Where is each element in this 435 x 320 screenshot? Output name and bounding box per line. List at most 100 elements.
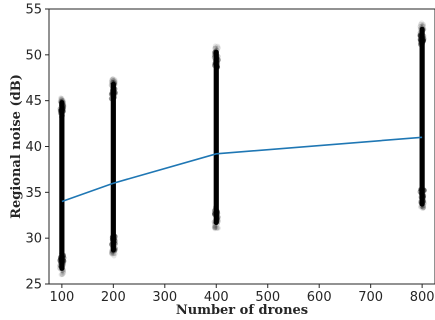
scatter-point bbox=[420, 194, 426, 200]
scatter-point bbox=[59, 267, 65, 274]
scatter-point bbox=[420, 193, 427, 199]
scatter-point bbox=[418, 190, 425, 197]
scatter-point bbox=[212, 45, 219, 51]
scatter-point bbox=[110, 79, 116, 86]
scatter-point bbox=[213, 63, 219, 69]
scatter-point bbox=[421, 37, 427, 43]
scatter-point bbox=[58, 95, 64, 101]
scatter-point bbox=[419, 200, 425, 207]
scatter-point bbox=[417, 32, 423, 38]
scatter-point bbox=[420, 193, 427, 199]
scatter-point bbox=[417, 30, 423, 36]
scatter-point bbox=[57, 254, 64, 260]
scatter-core bbox=[419, 26, 425, 207]
scatter-point bbox=[108, 91, 115, 97]
scatter-point bbox=[60, 258, 66, 264]
mean-line bbox=[61, 136, 423, 203]
scatter-point bbox=[212, 211, 218, 217]
y-tick-label-35: 35 bbox=[25, 186, 42, 201]
x-tick-label-600: 600 bbox=[307, 290, 332, 305]
scatter-point bbox=[109, 249, 115, 255]
scatter-point bbox=[212, 225, 218, 231]
scatter-point bbox=[212, 60, 218, 66]
scatter-point bbox=[60, 267, 66, 273]
scatter-point bbox=[214, 225, 220, 231]
scatter-point bbox=[111, 248, 118, 254]
scatter-point bbox=[418, 41, 424, 48]
scatter-point bbox=[420, 204, 427, 211]
x-tick-label-200: 200 bbox=[101, 290, 126, 305]
scatter-point bbox=[109, 87, 116, 94]
scatter-point bbox=[213, 217, 219, 223]
scatter-point bbox=[214, 225, 220, 231]
scatter-point bbox=[108, 96, 115, 102]
tick-layer: 100 200 300 400 500 600 700 800 25 30 35 40 45 50 55 bbox=[25, 3, 434, 306]
scatter-point bbox=[213, 52, 219, 58]
x-tick-label-400: 400 bbox=[204, 290, 229, 305]
scatter-point bbox=[110, 244, 116, 251]
scatter-point bbox=[213, 60, 219, 67]
scatter-point bbox=[420, 205, 427, 211]
scatter-group-800 bbox=[417, 20, 427, 211]
scatter-point bbox=[112, 86, 118, 92]
scatter-point bbox=[60, 102, 66, 109]
scatter-point bbox=[420, 27, 426, 33]
scatter-point bbox=[214, 64, 221, 70]
scatter-point bbox=[211, 219, 217, 225]
scatter-point bbox=[420, 205, 426, 211]
y-tick-label-25: 25 bbox=[25, 278, 42, 293]
scatter-point bbox=[421, 198, 427, 204]
scatter-point bbox=[418, 40, 424, 46]
scatter-point bbox=[59, 95, 65, 102]
scatter-point bbox=[214, 212, 220, 218]
scatter-point bbox=[58, 256, 64, 262]
scatter-point bbox=[111, 80, 117, 86]
scatter-point bbox=[109, 77, 115, 83]
scatter-point bbox=[110, 88, 116, 94]
scatter-point bbox=[112, 78, 118, 85]
scatter-group-100 bbox=[57, 95, 67, 278]
scatter-point bbox=[59, 98, 65, 105]
scatter-point bbox=[111, 253, 117, 259]
scatter-point bbox=[419, 203, 425, 209]
scatter-point bbox=[110, 85, 116, 91]
y-tick-label-30: 30 bbox=[25, 232, 42, 247]
scatter-point bbox=[58, 260, 64, 266]
scatter-point bbox=[58, 257, 65, 263]
scatter-point bbox=[112, 246, 118, 252]
scatter-point bbox=[59, 107, 65, 114]
scatter-point bbox=[112, 238, 118, 244]
scatter-point bbox=[112, 90, 118, 96]
scatter-point bbox=[418, 33, 424, 39]
scatter-point bbox=[418, 37, 424, 44]
scatter-point bbox=[60, 99, 66, 105]
scatter-point bbox=[110, 85, 116, 91]
scatter-point bbox=[58, 99, 64, 105]
scatter-point bbox=[419, 195, 425, 201]
scatter-point bbox=[59, 110, 65, 116]
scatter-point bbox=[419, 186, 425, 192]
scatter-point bbox=[112, 247, 118, 253]
scatter-point bbox=[419, 28, 425, 34]
scatter-point bbox=[420, 195, 426, 201]
scatter-point bbox=[212, 223, 218, 229]
scatter-point bbox=[111, 85, 117, 92]
scatter-point bbox=[111, 90, 117, 96]
scatter-point bbox=[212, 226, 218, 232]
scatter-point bbox=[111, 238, 117, 245]
y-tick-label-50: 50 bbox=[25, 48, 42, 63]
scatter-point bbox=[112, 81, 118, 87]
scatter-point bbox=[111, 247, 118, 253]
scatter-point bbox=[215, 56, 221, 63]
scatter-point bbox=[57, 257, 63, 264]
scatter-point bbox=[211, 54, 217, 61]
scatter-point bbox=[58, 107, 64, 113]
scatter-point bbox=[112, 77, 118, 83]
scatter-point bbox=[419, 20, 425, 26]
scatter-point bbox=[212, 224, 218, 230]
scatter-point bbox=[110, 76, 116, 82]
scatter-point bbox=[58, 99, 64, 105]
scatter-point bbox=[213, 206, 219, 212]
scatter-point bbox=[211, 224, 218, 230]
